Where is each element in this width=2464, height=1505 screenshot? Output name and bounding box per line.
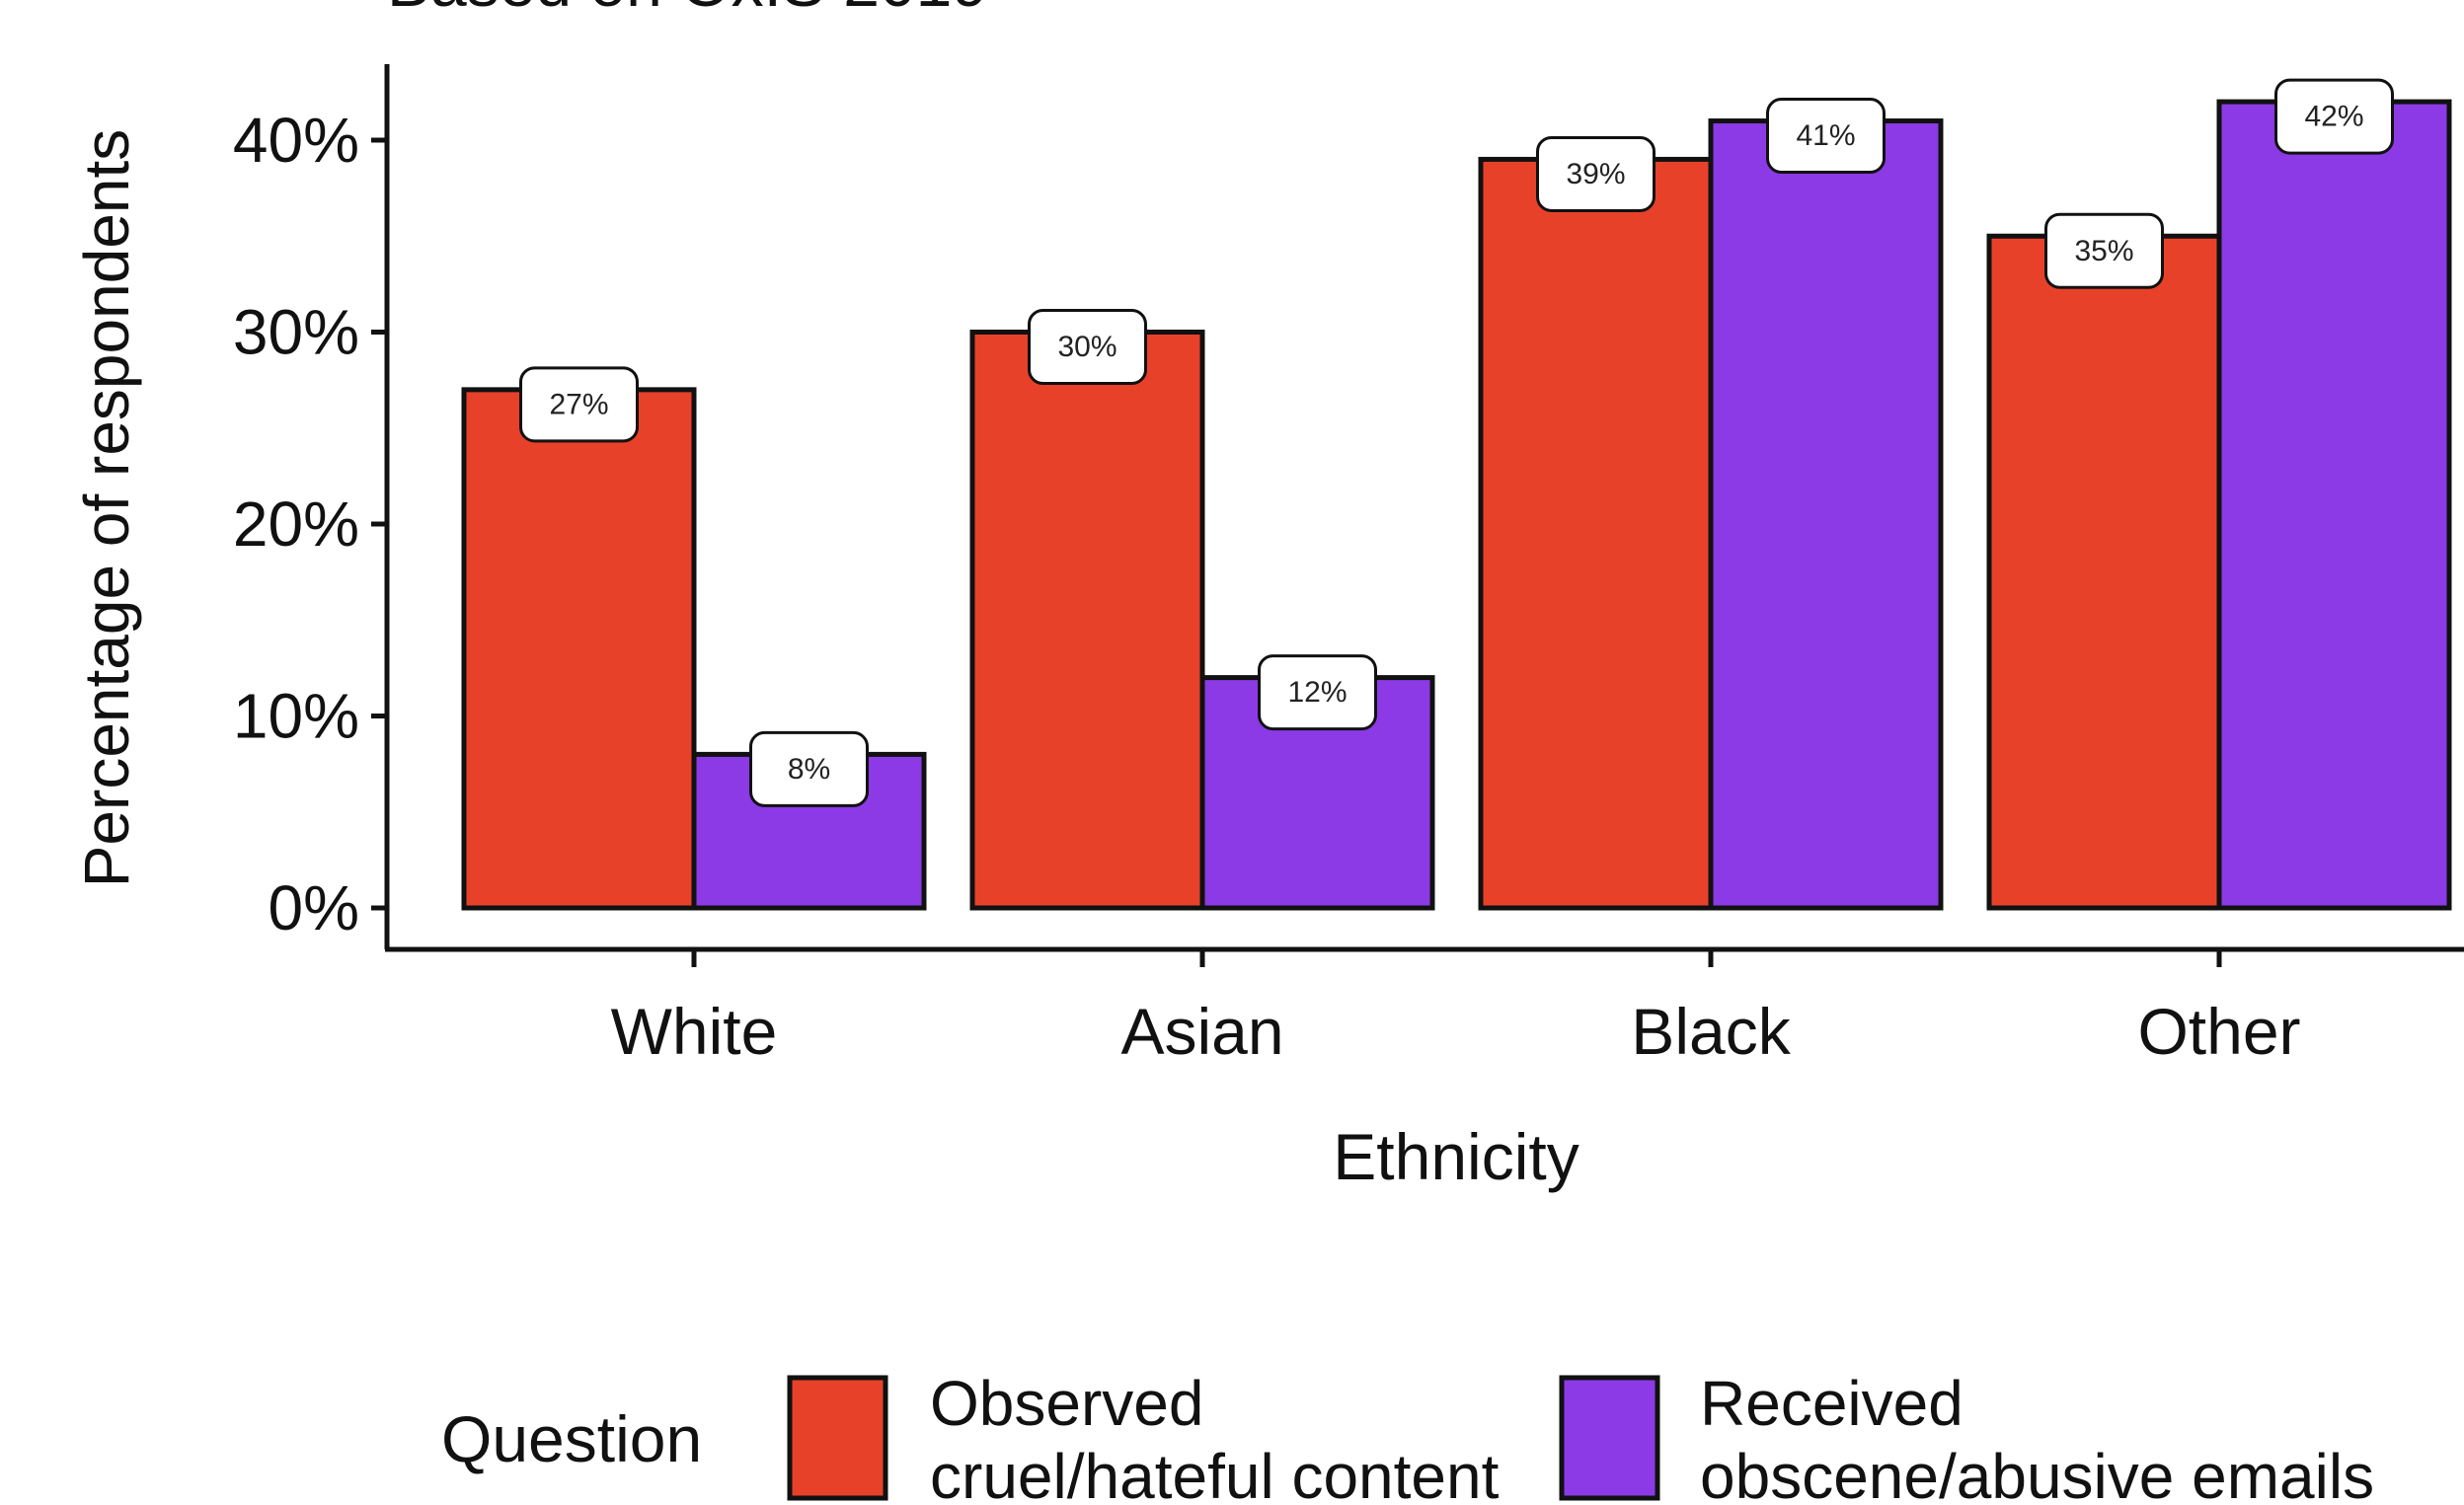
- legend-key-received: [1559, 1375, 1660, 1501]
- data-label: 12%: [1287, 676, 1347, 709]
- data-label: 42%: [2304, 101, 2363, 133]
- legend-label: Observed: [930, 1368, 1203, 1439]
- plot-area: 0% 10% 20% 30% 40% White Asian Black Other 27% 8% 3…: [233, 64, 2464, 1068]
- data-label-box: [1766, 98, 1886, 175]
- bar-observed-black: [1478, 156, 1714, 911]
- y-tick-label: 40%: [233, 105, 359, 176]
- chart-title: Based on OxIS 2019: [387, 0, 988, 20]
- data-label-box: [2274, 78, 2394, 155]
- data-label: 39%: [1566, 158, 1625, 190]
- data-label-box: [749, 730, 869, 807]
- bar-observed-other: [1986, 233, 2222, 911]
- legend-label: obscene/abusive emails: [1700, 1441, 2374, 1505]
- bar-observed-white: [461, 387, 697, 911]
- x-tick-label-other: Other: [2137, 995, 2300, 1068]
- data-label: 27%: [549, 388, 608, 420]
- bar-received-other: [2216, 99, 2452, 911]
- legend-label: Received: [1700, 1368, 1964, 1439]
- y-tick-label: 30%: [233, 297, 359, 368]
- x-tick-label-white: White: [611, 995, 778, 1068]
- y-tick-label: 20%: [233, 489, 359, 560]
- legend-title: Question: [441, 1402, 702, 1475]
- data-label-box: [1028, 309, 1147, 385]
- data-label-box: [2044, 212, 2164, 289]
- data-label: 41%: [1796, 119, 1855, 152]
- y-axis-title: Percentage of respondents: [71, 129, 142, 888]
- y-tick-label: 0%: [269, 872, 360, 943]
- data-label: 30%: [1057, 331, 1116, 363]
- x-tick-label-black: Black: [1631, 995, 1791, 1068]
- y-tick-label: 10%: [233, 681, 359, 752]
- data-label: 35%: [2074, 235, 2133, 267]
- data-label: 8%: [788, 753, 830, 786]
- bar-observed-asian: [969, 330, 1205, 911]
- data-label-box: [1258, 654, 1377, 731]
- data-label-box: [519, 366, 639, 443]
- bar-received-white: [691, 751, 927, 911]
- x-axis-title: Ethnicity: [1333, 1120, 1578, 1193]
- legend-key-observed: [787, 1375, 888, 1501]
- legend-label: cruel/hateful content: [930, 1441, 1500, 1505]
- x-tick-label-asian: Asian: [1120, 995, 1283, 1068]
- data-label-box: [1536, 135, 1656, 212]
- bar-received-black: [1708, 118, 1944, 911]
